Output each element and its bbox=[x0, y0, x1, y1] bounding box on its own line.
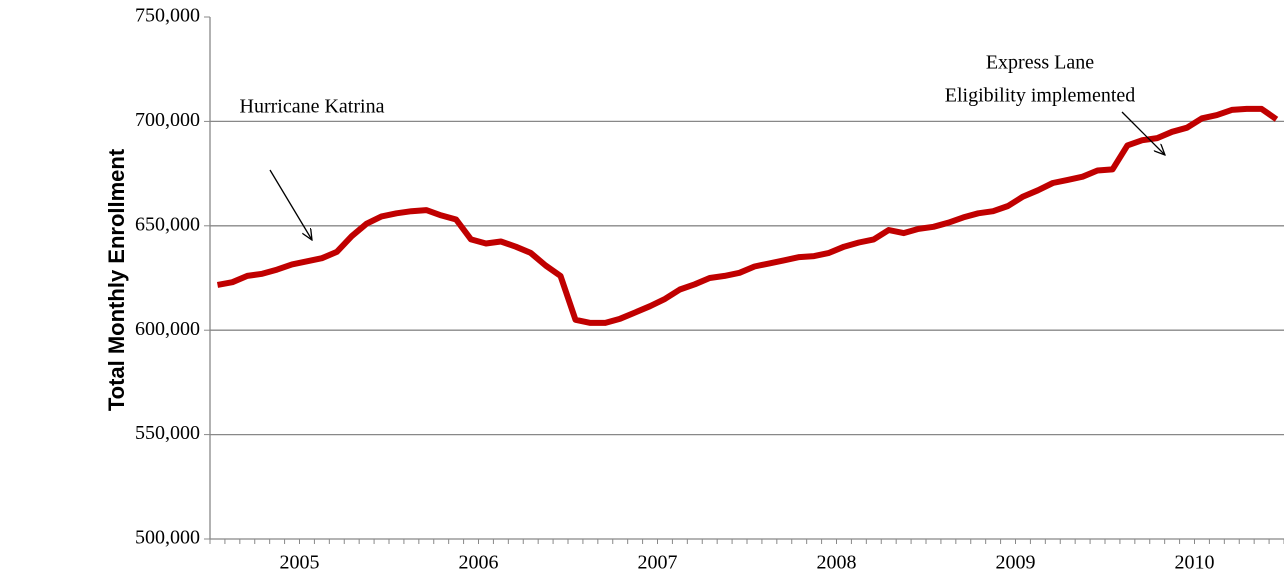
y-tick-label: 600,000 bbox=[135, 318, 200, 340]
annotation: Express Lane bbox=[986, 52, 1094, 74]
y-tick-label: 750,000 bbox=[135, 5, 200, 27]
x-tick-label: 2006 bbox=[459, 552, 499, 574]
y-tick-label: 700,000 bbox=[135, 109, 200, 131]
annotation-arrow bbox=[269, 169, 312, 240]
y-axis-label: Total Monthly Enrollment bbox=[104, 148, 129, 411]
x-tick-label: 2005 bbox=[280, 552, 320, 574]
annotation: Hurricane Katrina bbox=[240, 96, 385, 118]
y-tick-label: 500,000 bbox=[135, 527, 200, 549]
y-tick-label: 550,000 bbox=[135, 422, 200, 444]
x-tick-label: 2008 bbox=[817, 552, 857, 574]
x-tick-label: 2010 bbox=[1175, 552, 1215, 574]
y-tick-label: 650,000 bbox=[135, 213, 200, 235]
annotation-arrow bbox=[1121, 111, 1165, 155]
x-tick-label: 2007 bbox=[638, 552, 678, 574]
annotation: Eligibility implemented bbox=[945, 85, 1136, 107]
x-tick-label: 2009 bbox=[996, 552, 1036, 574]
data-line bbox=[216, 105, 1279, 326]
